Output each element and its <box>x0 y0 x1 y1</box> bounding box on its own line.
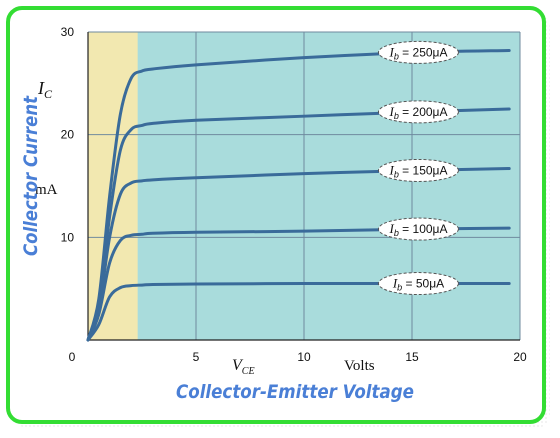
series-label-text: Ib = 250μA <box>388 44 447 61</box>
series-line <box>86 167 511 342</box>
x-tick-label: 20 <box>513 350 527 364</box>
series-label-text: Ib = 200μA <box>388 104 447 121</box>
series-line <box>86 107 511 342</box>
series-label: Ib = 200μA <box>377 100 459 124</box>
x-tick-label: 0 <box>69 350 76 364</box>
series-label: Ib = 250μA <box>377 40 459 64</box>
series-label-bubble <box>377 217 459 241</box>
series-label-bubble <box>377 40 459 64</box>
series-line <box>86 281 511 342</box>
series-label-bubble <box>377 158 459 182</box>
y-symbol-label: IC <box>37 78 53 101</box>
series-label: Ib = 100μA <box>377 217 459 241</box>
x-axis-title: Collector-Emitter Voltage <box>176 381 414 403</box>
x-tick-label: 15 <box>405 350 419 364</box>
y-tick-label: 30 <box>61 25 75 39</box>
x-symbol-label: VCE <box>232 357 255 377</box>
y-unit-label: mA <box>35 182 58 198</box>
series-line <box>86 48 511 342</box>
y-tick-label: 10 <box>61 230 75 244</box>
x-tick-label: 10 <box>297 350 311 364</box>
x-unit-label: Volts <box>344 358 375 374</box>
series-line <box>86 226 511 342</box>
series-label-bubble <box>377 100 459 124</box>
y-tick-label: 20 <box>61 128 75 142</box>
series-label-text: Ib = 100μA <box>388 221 447 238</box>
series-label-bubble <box>377 272 459 296</box>
series-label-text: Ib = 50μA <box>392 276 444 293</box>
series-label: Ib = 150μA <box>377 158 459 182</box>
x-tick-label: 5 <box>193 350 200 364</box>
series-label: Ib = 50μA <box>377 272 459 296</box>
series-label-text: Ib = 150μA <box>388 162 447 179</box>
y-axis-title: Collector Current <box>20 95 42 256</box>
